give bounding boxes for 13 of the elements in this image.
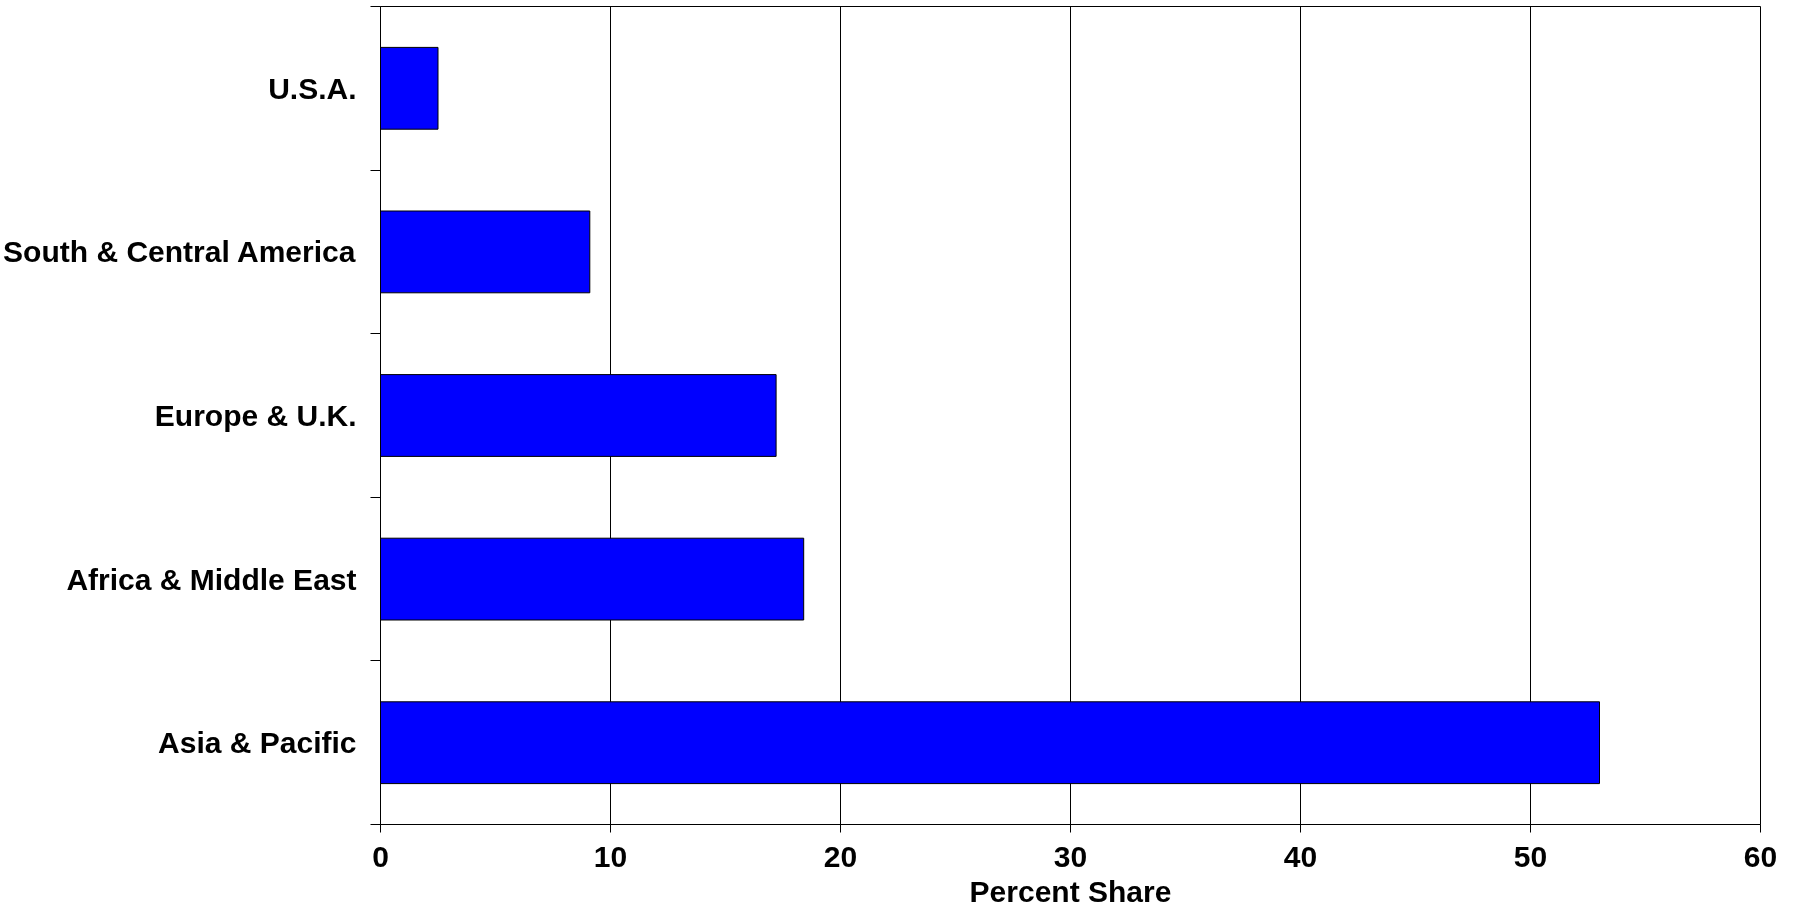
y-tick-label: Europe & U.K. xyxy=(154,399,357,432)
x-tick-label: 0 xyxy=(372,839,389,873)
x-tick-label: 50 xyxy=(1513,839,1548,873)
x-tick-label: 60 xyxy=(1743,839,1778,873)
y-tick-label: Africa & Middle East xyxy=(66,562,357,596)
x-axis-title: Percent Share xyxy=(969,874,1172,908)
y-tick-label: Asia & Pacific xyxy=(158,726,357,760)
y-tick-label: U.S.A. xyxy=(268,71,357,105)
y-tick-label: South & Central America xyxy=(3,235,356,269)
x-tick-label: 30 xyxy=(1053,839,1088,873)
x-tick-label: 10 xyxy=(593,839,628,873)
x-tick-label: 20 xyxy=(823,839,858,873)
x-tick-label: 40 xyxy=(1283,839,1318,873)
